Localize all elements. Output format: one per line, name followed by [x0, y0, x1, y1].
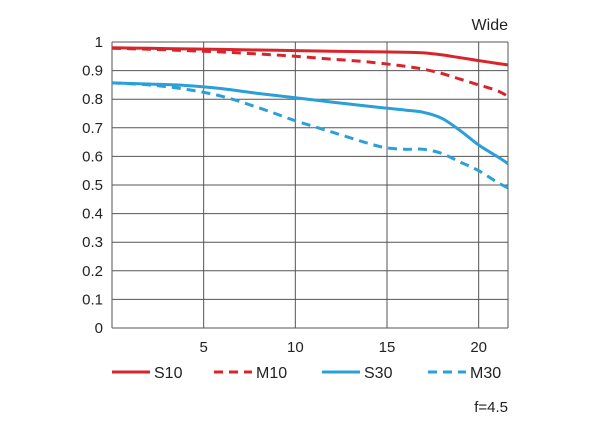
- y-tick-label: 0.5: [82, 177, 103, 194]
- x-tick-label: 15: [379, 339, 396, 356]
- series-lines: [111, 46, 509, 190]
- y-tick-label: 0.9: [82, 63, 103, 80]
- legend-label-m30: M30: [470, 365, 501, 382]
- x-tick-label: 20: [470, 339, 487, 356]
- legend-label-s30: S30: [364, 365, 393, 382]
- y-tick-labels: 0 0.1 0.2 0.3 0.4 0.5 0.6 0.7 0.8 0.9 1: [82, 34, 103, 337]
- y-tick-label: 0.6: [82, 148, 103, 165]
- series-line-m30: [111, 81, 509, 190]
- y-tick-label: 0.2: [82, 263, 103, 280]
- y-tick-label: 0.1: [82, 291, 103, 308]
- legend-label-s10: S10: [154, 365, 183, 382]
- y-tick-label: 0.8: [82, 91, 103, 108]
- y-tick-label: 0.7: [82, 120, 103, 137]
- series-line-m10: [111, 46, 509, 98]
- legend-label-m10: M10: [256, 365, 287, 382]
- chart-title: Wide: [472, 17, 509, 34]
- series-line-s30: [111, 81, 509, 165]
- x-tick-label: 10: [287, 339, 304, 356]
- y-tick-label: 0: [95, 320, 103, 337]
- y-tick-label: 1: [95, 34, 103, 51]
- legend: S10 M10 S30 M30: [112, 365, 501, 382]
- y-tick-label: 0.4: [82, 206, 103, 223]
- x-tick-label: 5: [199, 339, 207, 356]
- aperture-note: f=4.5: [474, 399, 508, 416]
- grid: [111, 41, 509, 329]
- y-tick-label: 0.3: [82, 234, 103, 251]
- x-tick-labels: 5 10 15 20: [199, 339, 487, 356]
- series-line-s10: [111, 46, 509, 67]
